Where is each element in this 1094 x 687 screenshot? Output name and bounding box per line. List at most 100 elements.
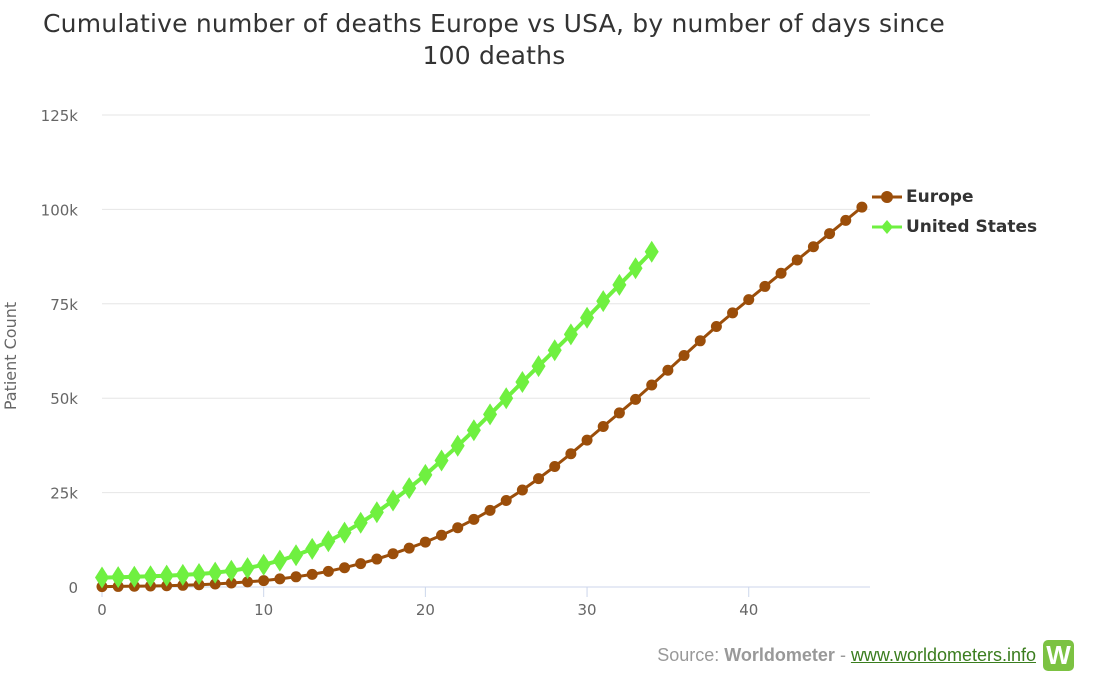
data-point-united-states[interactable] [402,477,417,500]
data-point-europe[interactable] [678,350,690,362]
x-tick-label: 40 [739,601,758,619]
legend-item-united-states[interactable]: United States [872,212,1037,242]
data-point-united-states[interactable] [256,553,271,576]
data-point-europe[interactable] [209,578,221,590]
data-point-united-states[interactable] [466,419,481,442]
data-point-united-states[interactable] [612,273,627,296]
data-point-europe[interactable] [387,548,399,560]
data-point-united-states[interactable] [369,501,384,524]
data-point-europe[interactable] [549,461,561,473]
data-point-united-states[interactable] [272,549,287,572]
data-point-united-states[interactable] [111,566,126,589]
worldometer-logo-icon[interactable]: W [1043,640,1074,671]
data-point-united-states[interactable] [596,290,611,313]
data-point-europe[interactable] [500,495,512,507]
data-point-europe[interactable] [856,201,868,213]
y-tick-label: 125k [41,107,79,125]
data-point-united-states[interactable] [515,370,530,393]
data-point-europe[interactable] [306,568,318,580]
data-point-europe[interactable] [403,542,415,554]
legend-marker-europe [872,186,902,208]
series-line-united-states [101,250,654,580]
data-point-united-states[interactable] [95,566,109,589]
data-point-europe[interactable] [242,576,254,588]
data-point-united-states[interactable] [450,434,465,457]
data-point-europe[interactable] [436,529,448,541]
data-point-united-states[interactable] [353,511,368,534]
data-point-united-states[interactable] [159,564,174,587]
data-point-united-states[interactable] [547,339,562,362]
y-tick-label: 100k [41,201,79,219]
data-point-europe[interactable] [419,536,431,548]
legend-item-europe[interactable]: Europe [872,182,1037,212]
y-tick-label: 0 [68,579,78,597]
data-point-europe[interactable] [565,448,577,460]
data-point-united-states[interactable] [337,521,352,544]
data-point-europe[interactable] [646,379,658,391]
data-point-europe[interactable] [274,573,286,585]
data-point-europe[interactable] [225,577,237,589]
data-point-united-states[interactable] [628,257,643,280]
data-point-europe[interactable] [597,421,609,433]
data-point-europe[interactable] [258,575,270,587]
data-point-europe[interactable] [452,522,464,534]
data-point-united-states[interactable] [499,387,514,410]
data-point-europe[interactable] [630,393,642,405]
data-point-europe[interactable] [662,364,674,376]
data-point-europe[interactable] [759,280,771,292]
source-brand: Worldometer [724,645,835,665]
data-point-europe[interactable] [775,267,787,279]
data-point-united-states[interactable] [175,563,190,586]
data-point-europe[interactable] [824,228,836,240]
y-tick-label: 75k [50,296,78,314]
data-point-europe[interactable] [694,335,706,347]
data-point-united-states[interactable] [644,240,659,263]
data-point-united-states[interactable] [434,449,449,472]
data-point-europe[interactable] [743,294,755,306]
data-point-europe[interactable] [727,307,739,319]
y-axis-title: Patient Count [1,302,20,410]
data-point-united-states[interactable] [305,537,320,560]
data-point-europe[interactable] [468,513,480,525]
data-point-europe[interactable] [581,434,593,446]
data-point-europe[interactable] [807,241,819,253]
data-point-europe[interactable] [791,254,803,266]
data-point-united-states[interactable] [386,489,401,512]
data-point-europe[interactable] [339,562,351,574]
data-point-united-states[interactable] [208,561,223,584]
data-point-united-states[interactable] [321,530,336,553]
series-line-europe [101,205,863,589]
data-point-europe[interactable] [516,484,528,496]
data-point-united-states[interactable] [418,463,433,486]
data-point-europe[interactable] [613,407,625,419]
data-point-united-states[interactable] [483,403,498,426]
y-tick-label: 50k [50,390,78,408]
chart-title-line-2: 100 deaths [422,41,566,70]
data-point-united-states[interactable] [240,557,255,580]
data-point-europe[interactable] [710,320,722,332]
source-prefix: Source: [657,645,725,665]
legend-label-united-states: United States [906,217,1038,237]
data-point-europe[interactable] [484,504,496,516]
data-point-europe[interactable] [290,571,302,583]
data-point-europe[interactable] [322,565,334,577]
data-point-united-states[interactable] [143,565,158,588]
data-point-united-states[interactable] [224,559,239,582]
data-point-united-states[interactable] [531,355,546,378]
data-point-united-states[interactable] [580,306,595,329]
chart-title-line-1: Cumulative number of deaths Europe vs US… [43,9,945,38]
data-point-united-states[interactable] [563,323,578,346]
data-point-united-states[interactable] [289,544,304,567]
source-credit: Source: Worldometer - www.worldometers.i… [657,645,1036,666]
data-point-europe[interactable] [533,473,545,485]
x-tick-label: 0 [97,601,107,619]
data-point-united-states[interactable] [192,562,207,585]
source-separator: - [834,645,851,665]
source-link[interactable]: www.worldometers.info [850,645,1036,665]
data-point-europe[interactable] [355,558,367,570]
data-point-europe[interactable] [371,553,383,565]
data-point-europe[interactable] [840,214,852,226]
x-tick-label: 10 [254,601,273,619]
data-point-united-states[interactable] [127,565,142,588]
